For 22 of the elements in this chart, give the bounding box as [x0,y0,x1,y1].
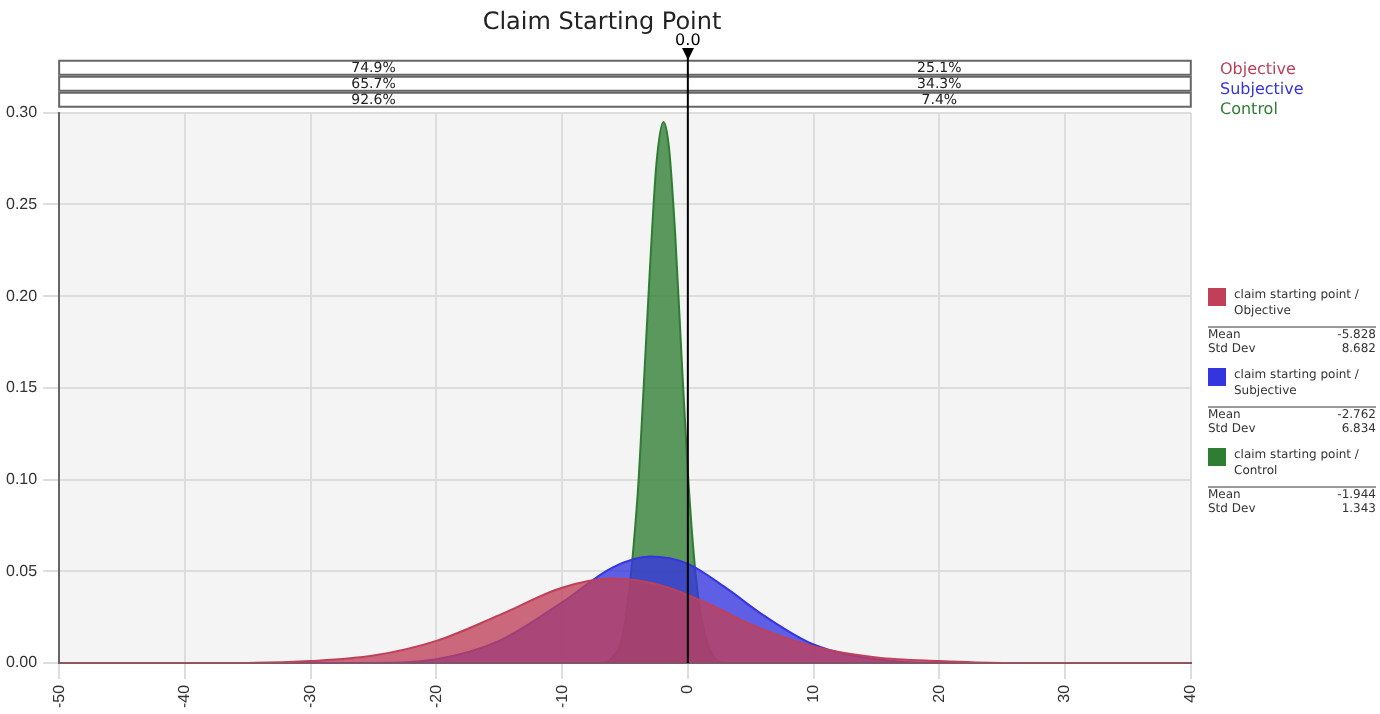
x-tick-label: -40 [175,683,194,708]
text: Control [1220,100,1280,120]
y-tick-label: 0.25 [5,194,39,213]
y-tick-label: 0.10 [5,469,39,488]
x-tick-label: 20 [929,683,948,703]
y-tick-label: 0.00 [5,653,39,672]
y-tick-label: 0.15 [5,378,39,397]
x-tick-label: 30 [1055,683,1074,703]
y-tick-label: 0.20 [5,286,39,305]
text: Subjective [1220,80,1306,100]
y-tick-label: 0.30 [5,103,39,122]
x-tick-label: 10 [803,683,822,703]
ref-line-label: 0.0 [675,30,701,49]
x-tick-label: -30 [301,683,320,708]
x-tick-label: -50 [49,683,68,708]
x-tick-label: -10 [552,683,571,708]
y-tick-label: 0.05 [5,561,39,580]
x-tick-label: -20 [426,683,445,708]
chart-title: Claim Starting Point [482,6,722,35]
x-tick-label: 40 [1181,683,1200,703]
x-tick-label: 0 [678,683,697,694]
text: Objective [1220,60,1298,80]
